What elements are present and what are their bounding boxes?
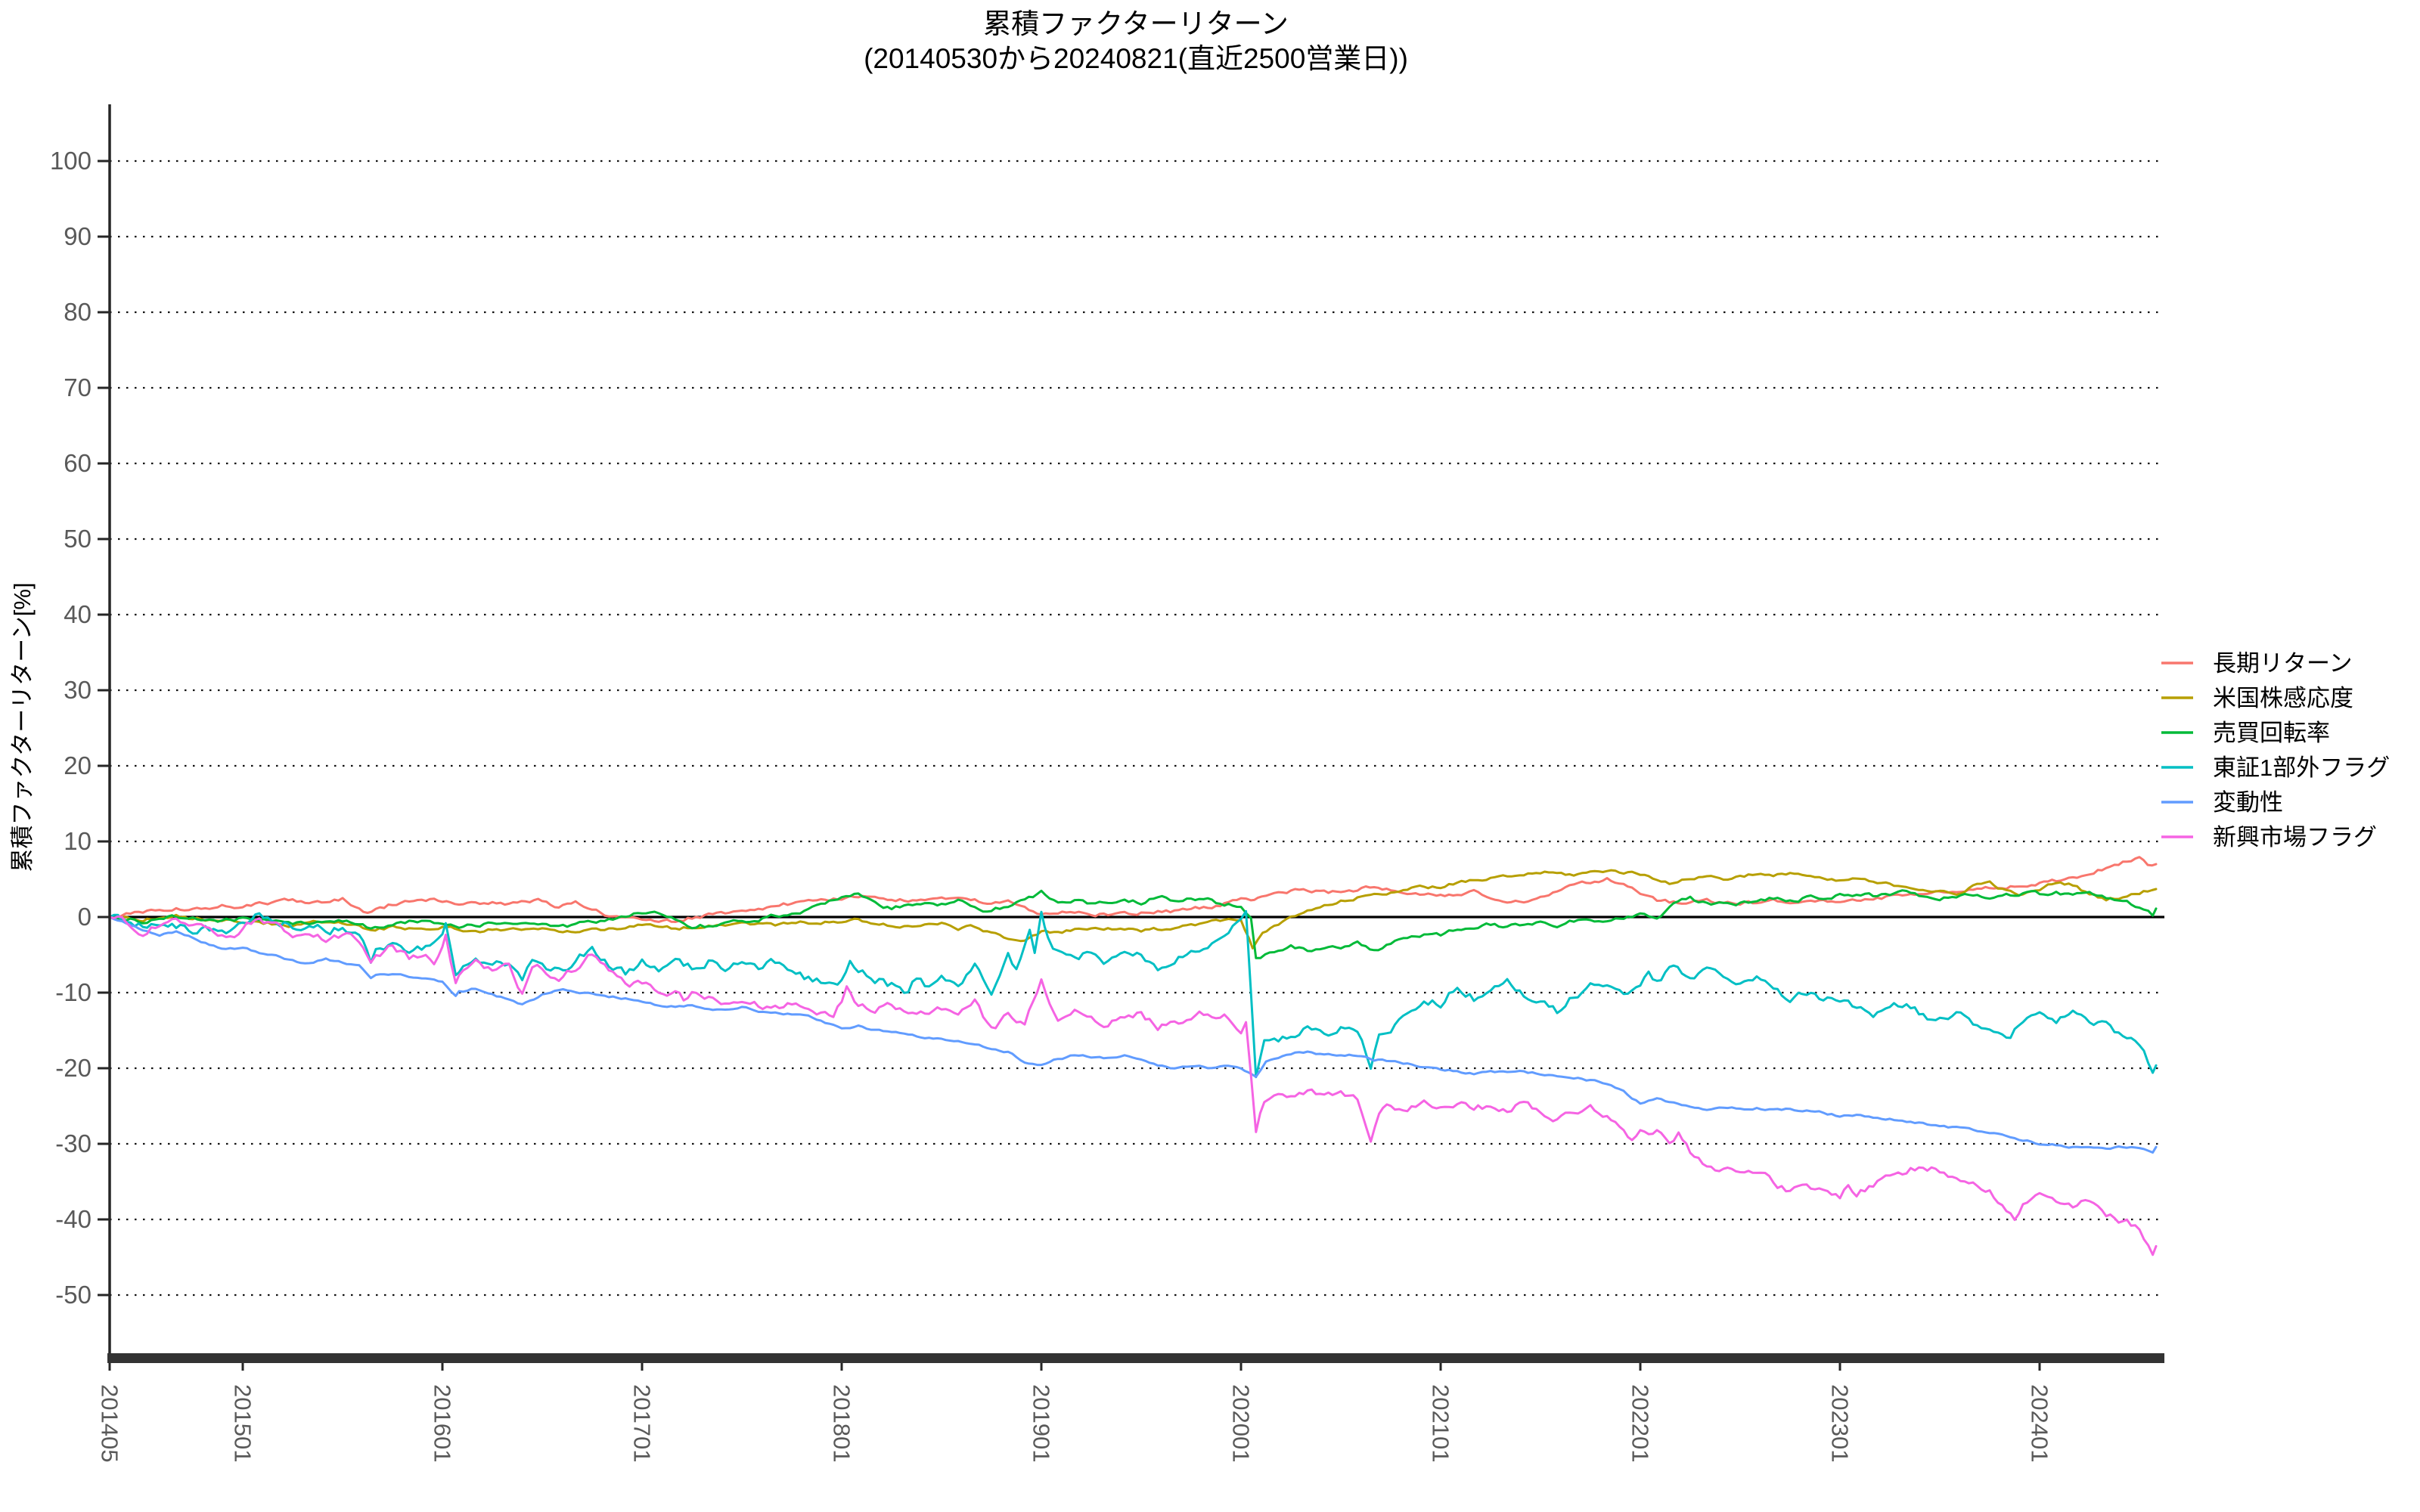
y-tick-label: 40 [64, 600, 92, 628]
legend-item-us-stock-sensitivity: 米国株感応度 [2161, 685, 2353, 711]
chart-title: 累積ファクターリターン [983, 8, 1289, 39]
y-tick-label: 20 [64, 751, 92, 779]
chart-subtitle: (20140530から20240821(直近2500営業日)) [864, 43, 1408, 74]
y-axis-label: 累積ファクターリターン[%] [9, 583, 36, 872]
x-tick-label: 201901 [1028, 1384, 1055, 1462]
legend-label-turnover-rate: 売買回転率 [2213, 720, 2330, 746]
legend-label-emerging-market-flag: 新興市場フラグ [2213, 824, 2377, 850]
y-tick-label: -40 [55, 1205, 92, 1233]
series-line-us-stock-sensitivity [108, 869, 2158, 950]
series-line-non-tse1-flag [108, 909, 2158, 1079]
grid-layer [110, 160, 2164, 1297]
x-tick-label: 201801 [829, 1384, 855, 1462]
series-line-long-term-return [108, 856, 2158, 923]
legend-item-volatility: 変動性 [2161, 789, 2283, 816]
legend-label-us-stock-sensitivity: 米国株感応度 [2213, 685, 2353, 711]
legend-item-turnover-rate: 売買回転率 [2161, 720, 2330, 746]
y-tick-label: -30 [55, 1129, 92, 1157]
legend-label-volatility: 変動性 [2213, 789, 2283, 816]
legend-label-long-term-return: 長期リターン [2213, 650, 2352, 677]
y-tick-label: -50 [55, 1281, 92, 1309]
x-tick-label: 202201 [1627, 1384, 1654, 1462]
y-tick-label: 50 [64, 525, 92, 553]
y-tick-label: 100 [50, 147, 92, 175]
legend-item-long-term-return: 長期リターン [2161, 650, 2352, 677]
series-line-emerging-market-flag [108, 915, 2158, 1256]
y-tick-label: 0 [78, 903, 92, 931]
axis-layer: 1009080706050403020100-10-20-30-40-50201… [50, 104, 2164, 1462]
x-tick-label: 202401 [2027, 1384, 2053, 1462]
x-tick-label: 202001 [1228, 1384, 1255, 1462]
x-tick-label: 201601 [430, 1384, 456, 1462]
x-tick-label: 202101 [1428, 1384, 1454, 1462]
x-tick-label: 201405 [97, 1384, 123, 1462]
y-tick-label: 60 [64, 449, 92, 477]
y-tick-label: -20 [55, 1054, 92, 1082]
x-axis-bar [107, 1353, 2164, 1363]
x-tick-label: 201701 [629, 1384, 656, 1462]
y-tick-label: 10 [64, 827, 92, 855]
y-tick-label: 70 [64, 373, 92, 401]
series-layer [108, 856, 2158, 1256]
y-tick-label: 80 [64, 298, 92, 326]
x-tick-label: 201501 [230, 1384, 256, 1462]
x-tick-label: 202301 [1827, 1384, 1854, 1462]
legend-item-emerging-market-flag: 新興市場フラグ [2161, 824, 2377, 850]
legend-label-non-tse1-flag: 東証1部外フラグ [2213, 754, 2390, 781]
legend-item-non-tse1-flag: 東証1部外フラグ [2161, 754, 2390, 781]
y-tick-label: 90 [64, 222, 92, 250]
y-tick-label: -10 [55, 978, 92, 1006]
series-line-turnover-rate [108, 889, 2158, 959]
series-line-volatility [108, 916, 2158, 1154]
y-tick-label: 30 [64, 676, 92, 704]
